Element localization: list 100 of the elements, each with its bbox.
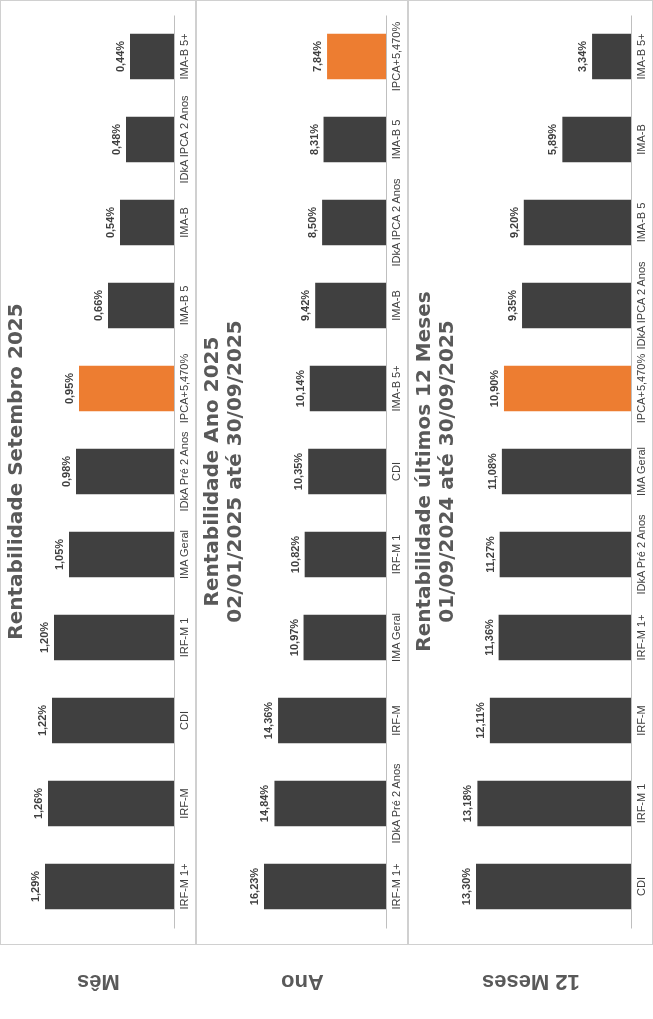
bar — [120, 199, 174, 246]
data-label: 13,30% — [460, 867, 472, 906]
data-label: 0,48% — [110, 123, 122, 156]
y-tick-label: IPCA+5,470% — [177, 353, 190, 424]
y-tick-label: IMA-B — [389, 290, 402, 321]
y-tick-label: IRF-M 1+ — [177, 863, 190, 910]
y-tick-label: IDkA IPCA 2 Anos — [634, 260, 647, 350]
data-label: 14,84% — [258, 784, 271, 823]
y-tick-label: IMA-B 5 — [389, 119, 402, 160]
data-label: 0,98% — [60, 455, 72, 488]
text: Rentabilidade Ano 2025 — [199, 336, 223, 607]
data-label: 10,14% — [293, 369, 306, 408]
text: Rentabilidade últimos 12 Meses — [411, 291, 435, 652]
data-label: 8,50% — [306, 206, 319, 239]
y-tick-label: IMA-B 5+ — [389, 365, 402, 412]
bar — [264, 863, 386, 910]
y-tick-label: IMA-B — [634, 124, 647, 155]
data-label: 1,05% — [53, 538, 65, 571]
y-tick-label: IRF-M — [389, 705, 402, 736]
data-label: 1,29% — [29, 870, 41, 903]
data-label: 5,89% — [546, 123, 559, 156]
data-label: 12,11% — [473, 701, 486, 739]
y-tick-label: IMA Geral — [389, 613, 402, 662]
data-label: 7,84% — [311, 40, 324, 73]
data-label: 14,36% — [262, 701, 275, 740]
text: Ano — [280, 969, 324, 995]
data-label: 10,35% — [292, 452, 305, 491]
data-label: 9,42% — [299, 289, 312, 322]
data-label: 8,31% — [307, 123, 320, 156]
text: Mês — [76, 969, 120, 995]
bar — [54, 614, 174, 661]
y-tick-label: IPCA+5,470% — [389, 21, 402, 92]
bar — [489, 697, 631, 744]
bar — [503, 365, 631, 412]
y-tick-label: IRF-M 1 — [634, 783, 647, 824]
bar — [476, 863, 631, 910]
y-tick-label: IRF-M 1+ — [634, 614, 647, 661]
text: 12 Meses — [481, 969, 580, 995]
data-label: 9,20% — [507, 206, 520, 239]
bar — [499, 531, 631, 578]
y-tick-label: IMA-B 5+ — [634, 33, 647, 80]
bar — [130, 33, 174, 80]
y-tick-label: IRF-M 1 — [389, 534, 402, 575]
bar — [126, 116, 174, 163]
bar — [48, 780, 174, 827]
bar — [562, 116, 631, 163]
text: 01/09/2024 até 30/09/2025 — [434, 320, 458, 623]
bar — [498, 614, 631, 661]
bar — [523, 199, 631, 246]
data-label: 1,26% — [32, 787, 44, 820]
y-tick-label: IRF-M 1 — [177, 617, 190, 658]
data-label: 10,82% — [288, 535, 301, 574]
data-label: 11,27% — [483, 535, 496, 573]
data-label: 10,90% — [487, 369, 500, 408]
data-label: 1,20% — [38, 621, 50, 654]
y-tick-label: CDI — [634, 877, 647, 896]
bar — [477, 780, 631, 827]
y-tick-label: IDkA IPCA 2 Anos — [389, 177, 402, 267]
text: Rentabilidade Setembro 2025 — [3, 303, 27, 640]
data-label: 0,66% — [92, 289, 104, 322]
y-tick-label: IPCA+5,470% — [634, 353, 647, 424]
bar — [108, 282, 174, 329]
y-tick-label: IMA Geral — [177, 530, 190, 579]
y-tick-label: IDkA IPCA 2 Anos — [177, 94, 190, 184]
bar — [322, 199, 386, 246]
y-tick-label: IDkA Pré 2 Anos — [389, 762, 402, 844]
data-label: 0,44% — [114, 40, 126, 73]
bar — [69, 531, 174, 578]
bar — [592, 33, 631, 80]
bar — [308, 448, 386, 495]
y-tick-label: IMA-B 5+ — [177, 33, 190, 80]
bar — [522, 282, 631, 329]
bar — [76, 448, 174, 495]
bar — [501, 448, 631, 495]
bar — [304, 531, 386, 578]
data-label: 9,35% — [506, 289, 519, 322]
bar — [274, 780, 386, 827]
bar — [323, 116, 386, 163]
bar — [309, 365, 386, 412]
bar — [303, 614, 386, 661]
y-tick-label: IMA-B — [177, 207, 190, 238]
y-tick-label: CDI — [389, 462, 402, 481]
data-label: 10,97% — [287, 618, 300, 657]
y-tick-label: IRF-M 1+ — [389, 863, 402, 910]
bar — [278, 697, 386, 744]
data-label: 0,95% — [63, 372, 75, 405]
data-label: 16,23% — [248, 867, 260, 906]
y-tick-label: IMA-B 5 — [634, 202, 647, 243]
bar — [327, 33, 386, 80]
bar — [52, 697, 174, 744]
y-tick-label: IMA-B 5 — [177, 285, 190, 326]
y-tick-label: IRF-M — [177, 788, 190, 819]
y-tick-label: IMA Geral — [634, 447, 647, 496]
y-tick-label: IRF-M — [634, 705, 647, 736]
data-label: 11,08% — [485, 452, 498, 490]
bar — [45, 863, 174, 910]
data-label: 11,36% — [482, 618, 495, 656]
data-label: 1,22% — [36, 704, 48, 737]
bar — [79, 365, 174, 412]
data-label: 0,54% — [104, 206, 116, 239]
